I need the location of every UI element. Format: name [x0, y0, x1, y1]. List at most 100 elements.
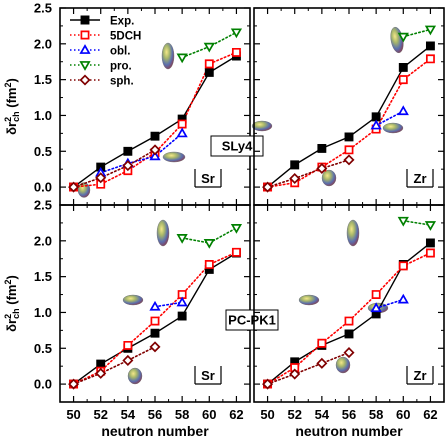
y-tick-label: 1.0 [34, 305, 52, 320]
data-point-sph [95, 367, 107, 379]
legend-marker-exp [80, 15, 90, 25]
nuclear-shape-icon [321, 169, 337, 187]
series-line-sph [72, 149, 156, 188]
y-axis-title: δr2ch (fm2) [3, 78, 21, 135]
x-tick-label: 50 [260, 407, 274, 422]
y-tick-label: 0.5 [34, 144, 52, 159]
data-point-5dch [231, 47, 241, 57]
legend-label-sph: sph. [110, 76, 134, 88]
data-point-pro [424, 221, 437, 231]
element-label: Zr [414, 368, 427, 383]
panel-pc-pk1-zr: Zr [253, 204, 445, 403]
force-label: PC-PK1 [228, 313, 276, 328]
force-label-box [225, 309, 279, 331]
legend-label-obl: obl. [110, 46, 130, 58]
data-point-sph [343, 154, 355, 166]
y-axis-title: δr2ch (fm2) [3, 275, 21, 332]
x-tick-label: 62 [229, 407, 243, 422]
panel-sly4-sr: SLy4 Sr [59, 7, 264, 206]
data-point-exp [150, 131, 160, 141]
plot-frame [253, 204, 445, 403]
y-tick-label: 2.5 [34, 1, 52, 16]
element-label: Zr [414, 171, 427, 186]
data-point-sph [316, 162, 328, 174]
nuclear-shape-icon [127, 367, 143, 385]
panel-sly4-zr: Zr [253, 7, 445, 206]
data-point-5dch [344, 316, 354, 326]
data-point-obl [149, 300, 161, 311]
data-point-sph [149, 144, 161, 156]
data-point-5dch [398, 75, 408, 85]
data-point-5dch [204, 59, 214, 69]
data-point-sph [316, 357, 328, 369]
data-point-sph [95, 172, 107, 184]
data-point-exp [96, 359, 106, 369]
nuclear-shape-icon [77, 182, 91, 198]
data-point-exp [150, 328, 160, 338]
data-point-exp [398, 63, 408, 72]
nuclear-shape-icon [382, 122, 404, 134]
plot-frame [59, 204, 251, 403]
data-point-exp [123, 146, 133, 156]
data-point-pro [203, 239, 215, 249]
data-point-sph [149, 341, 161, 353]
data-point-sph [289, 368, 301, 380]
data-point-5dch [231, 247, 241, 257]
data-point-pro [230, 224, 243, 234]
data-point-obl [370, 302, 382, 313]
nuclear-shape-icon [346, 219, 360, 247]
x-tick-label: 58 [369, 407, 383, 422]
x-tick-label: 54 [121, 407, 136, 422]
data-point-5dch [290, 363, 300, 373]
series-line-sph [266, 159, 350, 188]
nuclear-shape-icon [161, 42, 175, 70]
legend-marker-pro [79, 61, 91, 71]
data-point-5dch [150, 316, 160, 326]
data-point-5dch [425, 54, 435, 64]
data-point-exp [204, 68, 214, 77]
y-tick-label: 2.5 [34, 198, 52, 213]
y-tick-label: 0.0 [34, 180, 52, 195]
data-point-sph [122, 354, 134, 366]
element-label: Sr [201, 368, 215, 383]
x-tick-label: 60 [202, 407, 216, 422]
series-line-obl [375, 298, 405, 309]
data-point-5dch [123, 340, 133, 350]
data-point-exp [425, 238, 435, 248]
x-tick-label: 52 [93, 407, 107, 422]
y-tick-label: 0.0 [34, 377, 52, 392]
nuclear-shape-icon [298, 294, 320, 306]
data-point-5dch [177, 290, 187, 299]
data-point-5dch [398, 261, 408, 271]
series-line-sph [72, 346, 156, 385]
nuclear-shape-icon [156, 219, 170, 247]
y-tick-label: 2.0 [34, 36, 52, 51]
nuclear-shape-icon [122, 294, 144, 306]
y-tick-label: 1.0 [34, 108, 52, 123]
data-point-sph [262, 378, 274, 390]
data-point-exp [425, 41, 435, 51]
data-point-pro [230, 28, 243, 39]
y-tick-label: 1.5 [34, 72, 52, 87]
data-point-exp [317, 143, 327, 153]
legend-label-pro: pro. [110, 61, 132, 73]
force-label-box [210, 135, 264, 157]
data-point-5dch [371, 290, 381, 299]
x-axis-title: neutron number [295, 423, 403, 439]
nuclear-shape-icon [335, 356, 351, 374]
series-line-pro [402, 28, 432, 38]
data-point-exp [290, 160, 300, 170]
data-point-pro [203, 42, 215, 53]
x-axis-title: neutron number [101, 423, 209, 439]
data-point-exp [371, 112, 381, 122]
x-tick-label: 54 [315, 407, 330, 422]
data-point-exp [177, 311, 187, 321]
data-point-sph [289, 172, 301, 185]
data-point-pro [397, 216, 409, 227]
y-tick-label: 2.0 [34, 233, 52, 248]
legend-marker-obl [79, 44, 91, 54]
data-point-pro [176, 53, 188, 64]
force-label: SLy4 [222, 139, 253, 154]
data-point-obl [397, 105, 409, 116]
